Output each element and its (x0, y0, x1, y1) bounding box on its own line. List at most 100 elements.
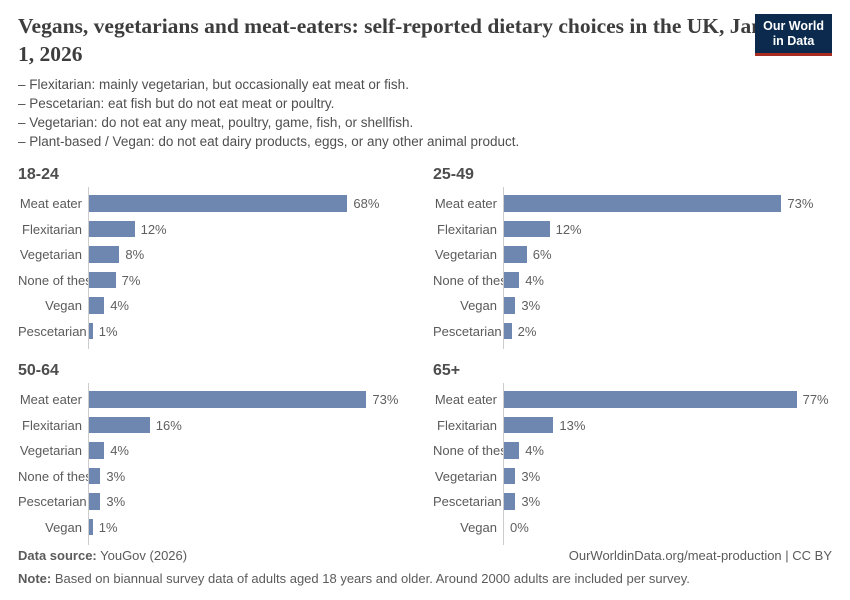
category-label: Vegan (460, 298, 497, 313)
plot-area: 0% (503, 519, 832, 536)
category-label: Pescetarian (433, 323, 502, 339)
plot-area: 68% (88, 195, 417, 212)
bar[interactable] (89, 518, 93, 536)
bar-row: Vegetarian 4% (18, 438, 417, 464)
category-label: Flexitarian (22, 221, 82, 237)
plot-area: 3% (503, 297, 832, 314)
bar-row: Flexitarian 13% (433, 412, 832, 438)
value-label: 13% (559, 417, 586, 433)
bar[interactable] (89, 195, 348, 212)
subtitle-line: – Pescetarian: eat fish but do not eat m… (18, 95, 335, 111)
bar-row: Flexitarian 12% (18, 216, 417, 242)
plot-area: 3% (503, 467, 832, 485)
category-label: None of these (433, 443, 514, 458)
category-label: Flexitarian (22, 417, 82, 433)
facet-title: 50-64 (18, 361, 59, 379)
bar-row: Meat eater 73% (18, 387, 417, 413)
bar[interactable] (504, 391, 797, 408)
bar[interactable] (504, 297, 516, 314)
value-label: 73% (787, 196, 814, 211)
bar-row: Meat eater 77% (433, 387, 832, 413)
plot-area: 4% (503, 442, 832, 459)
bar[interactable] (89, 391, 367, 408)
bar-row: Vegan 3% (433, 293, 832, 319)
value-label: 0% (510, 519, 529, 535)
bar[interactable] (89, 271, 116, 289)
value-label: 2% (517, 323, 537, 339)
chart-subtitle: – Flexitarian: mainly vegetarian, but oc… (18, 75, 832, 151)
value-label: 12% (140, 221, 167, 237)
value-label: 1% (98, 323, 118, 339)
bar-row: None of these 4% (433, 438, 832, 464)
bar[interactable] (89, 220, 135, 238)
note-line: Note: Based on biannual survey data of a… (18, 571, 832, 587)
bar[interactable] (504, 220, 550, 238)
category-label: Meat eater (19, 196, 82, 211)
plot-area: 77% (503, 391, 832, 408)
bar-row: Flexitarian 12% (433, 216, 832, 242)
bar[interactable] (89, 493, 101, 510)
bar[interactable] (89, 297, 105, 314)
chart-footer: Data source: YouGov (2026) OurWorldinDat… (18, 548, 832, 587)
bar[interactable] (504, 467, 516, 485)
plot-area: 2% (503, 322, 832, 340)
value-label: 4% (110, 443, 129, 458)
bar-row: Vegan 0% (433, 514, 832, 540)
bar-row: None of these 7% (18, 267, 417, 293)
category-label: Meat eater (434, 196, 497, 211)
bar[interactable] (504, 416, 554, 434)
value-label: 73% (372, 392, 399, 407)
data-source: Data source: YouGov (2026) (18, 548, 187, 564)
category-label: Meat eater (19, 392, 82, 407)
value-label: 3% (106, 494, 126, 509)
category-label: Vegan (45, 298, 82, 313)
owid-logo[interactable]: Our World in Data (755, 14, 832, 56)
category-label: Vegetarian (19, 443, 82, 458)
bar-row: Vegan 4% (18, 293, 417, 319)
owid-url-link[interactable]: OurWorldinData.org/meat-production | CC … (568, 548, 832, 563)
subtitle-line: – Plant-based / Vegan: do not eat dairy … (18, 133, 520, 149)
bar[interactable] (504, 493, 516, 510)
bar[interactable] (89, 467, 101, 485)
value-label: 3% (521, 468, 541, 484)
bar-row: Pescetarian 3% (18, 489, 417, 515)
plot-area: 4% (88, 297, 417, 314)
plot-area: 3% (88, 493, 417, 510)
owid-logo-line1: Our World (763, 19, 824, 33)
bar-rows: Meat eater 73% Flexitarian 12% Vegetaria… (433, 186, 832, 349)
bar-rows: Meat eater 68% Flexitarian 12% Vegetaria… (18, 186, 417, 349)
bar-row: Pescetarian 1% (18, 318, 417, 344)
bar[interactable] (504, 322, 512, 340)
bar[interactable] (89, 442, 105, 459)
bar-row: Vegetarian 8% (18, 242, 417, 268)
bar-row: Vegan 1% (18, 514, 417, 540)
data-source-label: Data source: (18, 548, 97, 563)
bar[interactable] (504, 246, 527, 263)
plot-area: 1% (88, 518, 417, 536)
facet-18-24: 18-24 Meat eater 68% Flexitarian 12% (18, 165, 417, 349)
plot-area: 8% (88, 246, 417, 263)
bar[interactable] (504, 271, 520, 289)
bar[interactable] (504, 442, 520, 459)
value-label: 16% (155, 417, 182, 433)
chart-title: Vegans, vegetarians and meat-eaters: sel… (18, 14, 764, 67)
note-value: Based on biannual survey data of adults … (51, 571, 690, 586)
bar[interactable] (89, 416, 150, 434)
value-label: 4% (525, 272, 544, 288)
plot-area: 73% (503, 195, 832, 212)
bar-rows: Meat eater 77% Flexitarian 13% None of t… (433, 382, 832, 545)
value-label: 3% (106, 468, 126, 484)
note-label: Note: (18, 571, 52, 586)
bar[interactable] (89, 246, 120, 263)
bar[interactable] (89, 322, 93, 340)
bar[interactable] (504, 195, 782, 212)
value-label: 12% (555, 221, 582, 237)
bar-row: Pescetarian 3% (433, 489, 832, 515)
bar-row: Vegetarian 3% (433, 463, 832, 489)
category-label: None of these (433, 272, 514, 288)
category-label: None of these (18, 468, 99, 484)
bar-row: None of these 3% (18, 463, 417, 489)
value-label: 1% (98, 519, 118, 535)
plot-area: 6% (503, 246, 832, 263)
